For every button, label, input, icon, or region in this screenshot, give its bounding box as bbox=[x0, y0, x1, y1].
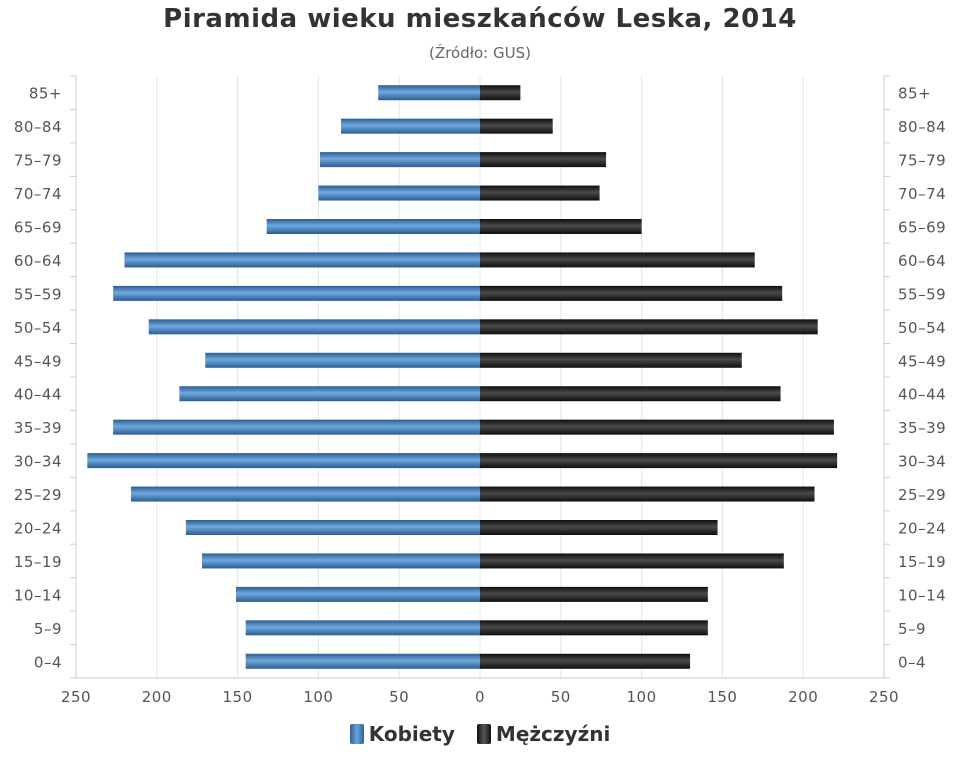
bar-mezczyzni bbox=[480, 453, 838, 469]
y-category-label-left: 35–39 bbox=[14, 419, 62, 437]
x-tick-label: 150 bbox=[223, 688, 253, 706]
legend: Kobiety Mężczyźni bbox=[0, 722, 960, 746]
bar-kobiety bbox=[320, 152, 480, 168]
y-category-label-left: 30–34 bbox=[14, 453, 62, 471]
bar-kobiety bbox=[113, 285, 480, 301]
y-category-label-right: 70–74 bbox=[898, 185, 946, 203]
bar-mezczyzni bbox=[480, 586, 708, 602]
bar-kobiety bbox=[245, 653, 480, 669]
bar-mezczyzni bbox=[480, 553, 784, 569]
y-category-label-left: 15–19 bbox=[14, 553, 62, 571]
bar-mezczyzni bbox=[480, 419, 834, 435]
y-category-label-right: 25–29 bbox=[898, 486, 946, 504]
bar-kobiety bbox=[202, 553, 480, 569]
y-category-label-left: 10–14 bbox=[14, 586, 62, 604]
bar-kobiety bbox=[148, 319, 480, 335]
y-category-label-right: 60–64 bbox=[898, 252, 946, 270]
bar-mezczyzni bbox=[480, 285, 783, 301]
x-tick-label: 250 bbox=[869, 688, 899, 706]
bar-kobiety bbox=[124, 252, 480, 268]
y-category-label-right: 85+ bbox=[898, 85, 931, 103]
x-tick-label: 200 bbox=[788, 688, 818, 706]
bar-kobiety bbox=[235, 586, 480, 602]
labels-layer: 250 200 150 100 50 0 50 100 150 200 250 0–4 0–4 5–9 5–… bbox=[14, 85, 946, 706]
bar-kobiety bbox=[318, 185, 480, 201]
legend-item-mezczyzni[interactable]: Mężczyźni bbox=[476, 722, 611, 746]
x-tick-label: 200 bbox=[142, 688, 172, 706]
y-category-label-right: 55–59 bbox=[898, 285, 946, 303]
x-tick-label: 250 bbox=[61, 688, 91, 706]
y-category-label-left: 50–54 bbox=[14, 319, 62, 337]
bar-mezczyzni bbox=[480, 486, 815, 502]
y-category-label-left: 75–79 bbox=[14, 152, 62, 170]
bar-mezczyzni bbox=[480, 386, 781, 402]
y-category-label-left: 65–69 bbox=[14, 219, 62, 237]
x-tick-label: 50 bbox=[389, 688, 409, 706]
bar-mezczyzni bbox=[480, 520, 718, 535]
y-category-label-left: 20–24 bbox=[14, 520, 62, 538]
y-category-label-right: 20–24 bbox=[898, 520, 946, 538]
bars-layer bbox=[87, 85, 838, 669]
bar-mezczyzni bbox=[480, 319, 818, 335]
y-category-label-left: 45–49 bbox=[14, 352, 62, 370]
bar-mezczyzni bbox=[480, 219, 642, 234]
y-category-label-right: 80–84 bbox=[898, 118, 946, 136]
legend-swatch-mezczyzni bbox=[476, 724, 491, 744]
bar-kobiety bbox=[113, 419, 480, 435]
y-category-label-left: 80–84 bbox=[14, 118, 62, 136]
bar-kobiety bbox=[185, 520, 480, 535]
bar-kobiety bbox=[266, 219, 480, 234]
y-category-label-left: 0–4 bbox=[34, 653, 62, 671]
bar-kobiety bbox=[378, 85, 480, 101]
bar-kobiety bbox=[205, 352, 480, 368]
y-category-label-left: 60–64 bbox=[14, 252, 62, 270]
bar-mezczyzni bbox=[480, 118, 553, 134]
y-category-label-left: 70–74 bbox=[14, 185, 62, 203]
bar-mezczyzni bbox=[480, 352, 742, 368]
x-tick-label: 0 bbox=[475, 688, 485, 706]
y-category-label-right: 45–49 bbox=[898, 352, 946, 370]
legend-label-mezczyzni: Mężczyźni bbox=[495, 722, 611, 746]
bar-mezczyzni bbox=[480, 152, 607, 168]
bar-mezczyzni bbox=[480, 85, 521, 101]
y-category-label-right: 15–19 bbox=[898, 553, 946, 571]
y-category-label-right: 30–34 bbox=[898, 453, 946, 471]
bar-kobiety bbox=[130, 486, 480, 502]
bar-kobiety bbox=[87, 453, 480, 469]
y-category-label-right: 5–9 bbox=[898, 620, 926, 638]
chart-subtitle: (Źródło: GUS) bbox=[429, 44, 531, 62]
bar-kobiety bbox=[341, 118, 480, 134]
y-category-label-left: 55–59 bbox=[14, 285, 62, 303]
y-category-label-left: 40–44 bbox=[14, 386, 62, 404]
legend-label-kobiety: Kobiety bbox=[368, 722, 455, 746]
y-category-label-right: 10–14 bbox=[898, 586, 946, 604]
y-category-label-right: 35–39 bbox=[898, 419, 946, 437]
legend-item-kobiety[interactable]: Kobiety bbox=[349, 722, 455, 746]
grid-layer bbox=[70, 75, 890, 679]
y-category-label-right: 40–44 bbox=[898, 386, 946, 404]
bar-mezczyzni bbox=[480, 653, 691, 669]
bar-kobiety bbox=[245, 620, 480, 636]
y-category-label-right: 75–79 bbox=[898, 152, 946, 170]
y-category-label-right: 65–69 bbox=[898, 219, 946, 237]
bar-mezczyzni bbox=[480, 185, 600, 201]
y-category-label-left: 5–9 bbox=[34, 620, 62, 638]
bar-kobiety bbox=[179, 386, 480, 402]
bar-mezczyzni bbox=[480, 252, 755, 268]
y-category-label-left: 85+ bbox=[29, 85, 62, 103]
legend-swatch-kobiety bbox=[349, 724, 364, 744]
y-category-label-left: 25–29 bbox=[14, 486, 62, 504]
chart-title: Piramida wieku mieszkańców Leska, 2014 bbox=[163, 4, 797, 34]
bar-mezczyzni bbox=[480, 620, 708, 636]
y-category-label-right: 50–54 bbox=[898, 319, 946, 337]
x-tick-label: 150 bbox=[707, 688, 737, 706]
x-tick-label: 50 bbox=[551, 688, 571, 706]
x-tick-label: 100 bbox=[303, 688, 333, 706]
x-tick-label: 100 bbox=[627, 688, 657, 706]
y-category-label-right: 0–4 bbox=[898, 653, 926, 671]
